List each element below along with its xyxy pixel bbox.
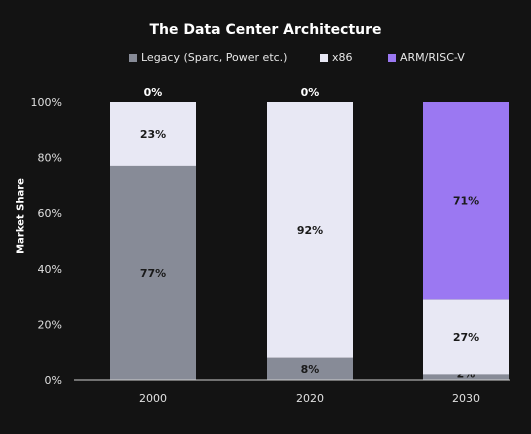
y-tick-label: 20%: [38, 318, 62, 331]
legend-label-x86: x86: [332, 51, 353, 64]
bar-segment: [110, 102, 196, 166]
x-tick-label: 2030: [452, 392, 480, 405]
bar-segment: [267, 357, 353, 380]
x-tick-label: 2000: [139, 392, 167, 405]
legend-swatch-legacy: [129, 53, 137, 62]
legend-swatch-arm-riscv: [388, 53, 396, 62]
data-label: 27%: [453, 331, 479, 344]
bar-segment: [423, 374, 509, 380]
legend: Legacy (Sparc, Power etc.) x86 ARM/RISC-…: [0, 51, 531, 67]
data-label: 71%: [453, 195, 479, 208]
legend-swatch-x86: [320, 53, 328, 62]
data-label: 8%: [301, 363, 320, 376]
y-tick-label: 60%: [38, 207, 62, 220]
legend-label-arm-riscv: ARM/RISC-V: [400, 51, 465, 64]
y-tick-label: 80%: [38, 152, 62, 165]
legend-label-legacy: Legacy (Sparc, Power etc.): [141, 51, 288, 64]
legend-item-legacy[interactable]: Legacy (Sparc, Power etc.): [129, 51, 287, 64]
bar-segment: [267, 102, 353, 358]
bar-segment: [110, 165, 196, 380]
x-tick-label: 2020: [296, 392, 324, 405]
legend-item-x86[interactable]: x86: [320, 51, 353, 64]
data-label: 0%: [301, 86, 320, 99]
chart-title: The Data Center Architecture: [149, 22, 382, 38]
legend-item-arm-riscv[interactable]: ARM/RISC-V: [388, 51, 465, 64]
data-label: 0%: [144, 86, 163, 99]
bar-segment: [423, 102, 509, 300]
bar-segment: [423, 299, 509, 375]
data-label: 92%: [297, 224, 323, 237]
y-tick-label: 100%: [31, 96, 62, 109]
y-tick-label: 0%: [45, 374, 62, 387]
data-label: 77%: [140, 267, 166, 280]
data-label: 23%: [140, 128, 166, 141]
y-tick-label: 40%: [38, 263, 62, 276]
